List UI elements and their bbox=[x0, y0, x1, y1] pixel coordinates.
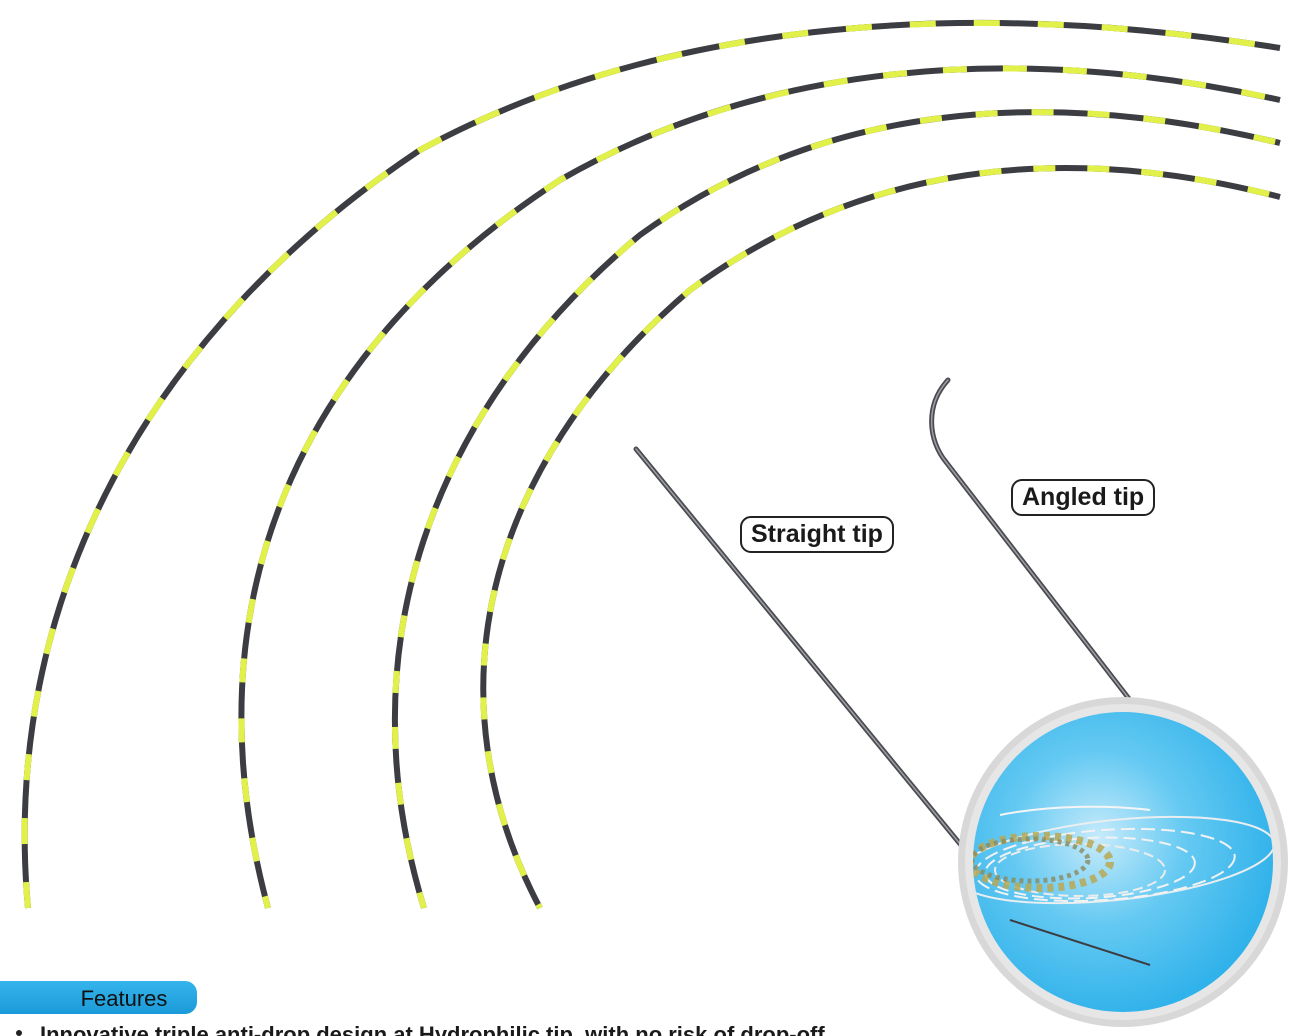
features-title: Features bbox=[80, 986, 168, 1011]
angled-tip-label: Angled tip bbox=[1011, 479, 1156, 516]
straight-tip-label: Straight tip bbox=[740, 516, 894, 553]
detail-magnifier bbox=[958, 697, 1288, 1027]
guidewire-arcs bbox=[21, 20, 1281, 910]
coiled-wire-detail bbox=[973, 805, 1273, 966]
straight-tip-wire bbox=[633, 446, 968, 853]
guidewire-arc-1 bbox=[21, 20, 1281, 909]
guidewire-arc-3 bbox=[391, 109, 1281, 909]
bullet-icon bbox=[16, 1030, 22, 1036]
features-section-header: Features bbox=[0, 981, 197, 1014]
feature-text: Innovative triple anti-drop design at Hy… bbox=[40, 1022, 825, 1036]
feature-list-item: Innovative triple anti-drop design at Hy… bbox=[0, 1020, 1295, 1036]
angled-tip-wire bbox=[929, 377, 1133, 703]
guidewire-arc-2 bbox=[238, 65, 1281, 909]
guidewire-arc-4 bbox=[480, 165, 1281, 910]
